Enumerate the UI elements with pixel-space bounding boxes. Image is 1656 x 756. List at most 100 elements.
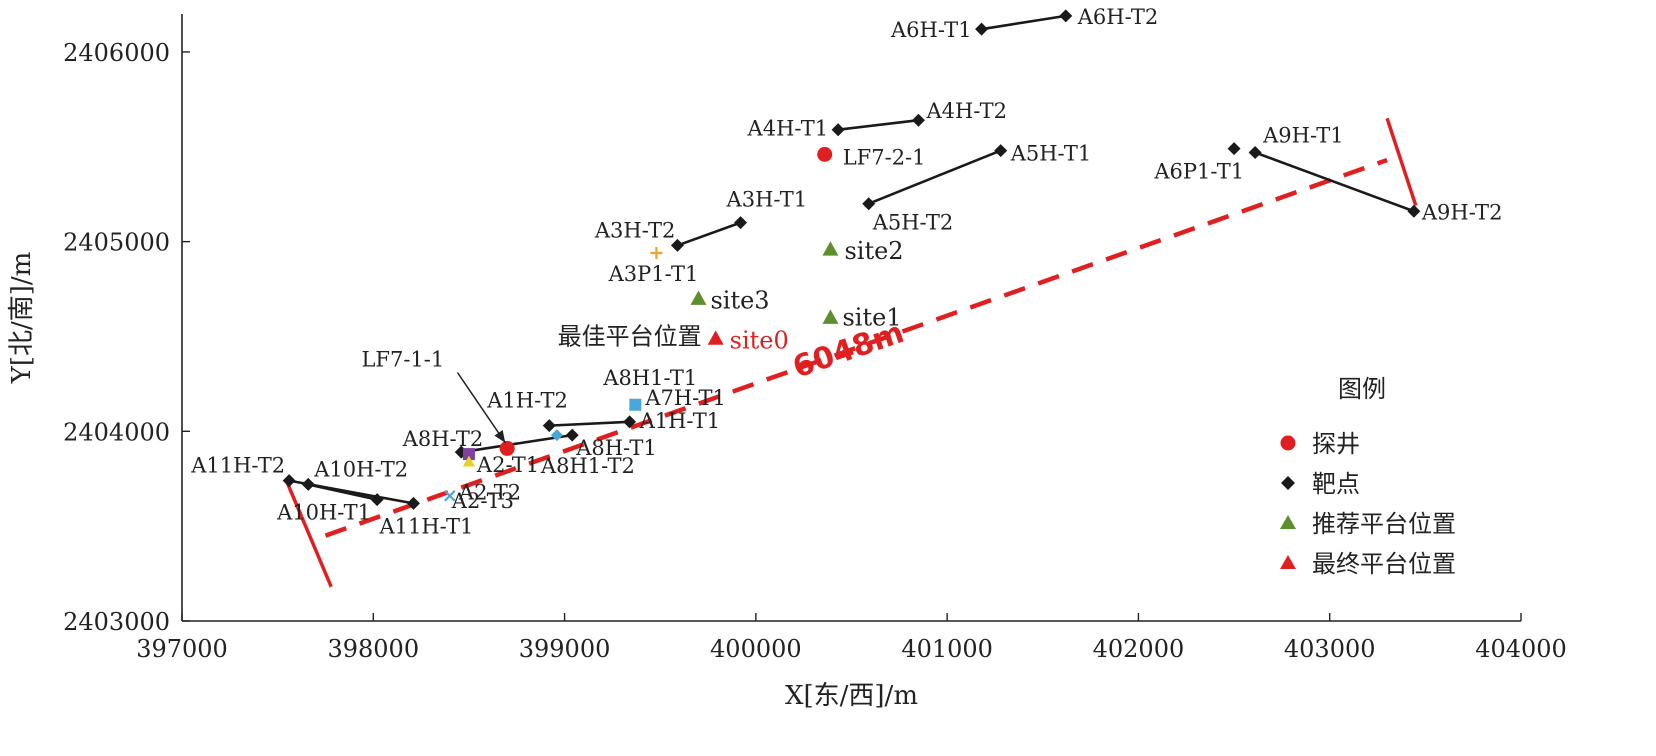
- legend-item-label: 靶点: [1312, 470, 1360, 498]
- target-marker: [542, 419, 556, 433]
- y-tick-label: 2405000: [63, 229, 170, 257]
- trajectory-line: [676, 221, 741, 247]
- annotation-arrow-line: [456, 372, 506, 444]
- target-label: A4H-T2: [925, 99, 1007, 123]
- legend-title: 图例: [1338, 375, 1386, 403]
- well-marker: [817, 146, 833, 162]
- point-label: A2-T1: [476, 453, 539, 477]
- diamond-marker: [550, 429, 563, 442]
- legend-item-label: 推荐平台位置: [1312, 510, 1456, 538]
- target-marker: [282, 474, 296, 488]
- target-marker: [862, 197, 876, 211]
- target-marker: [301, 477, 315, 491]
- target-label: A1H-T1: [639, 409, 721, 433]
- legend-well-marker: [1280, 435, 1296, 451]
- legend-triangle-marker: [1280, 515, 1296, 529]
- target-label: A11H-T1: [378, 514, 473, 538]
- y-tick-label: 2403000: [63, 608, 170, 636]
- target-label: A6P1-T1: [1153, 160, 1244, 184]
- recommended-site-marker: [690, 290, 707, 305]
- target-label: A11H-T2: [190, 454, 285, 478]
- triangle-marker: [462, 455, 475, 467]
- trajectory-line: [868, 149, 1002, 205]
- trajectory-line: [1254, 151, 1415, 213]
- data-marks: [282, 9, 1421, 510]
- target-label: A10H-T1: [276, 501, 371, 525]
- distance-end-tick: [285, 481, 333, 588]
- legend-item-label: 最终平台位置: [1312, 550, 1456, 578]
- y-axis-title: Y[北/南]/m: [7, 252, 37, 385]
- square-marker: [462, 448, 475, 461]
- target-label: A5H-T2: [872, 211, 954, 235]
- recommended-site-label: site1: [842, 304, 901, 332]
- point-label: A8H1-T2: [540, 454, 635, 478]
- point-label: A7H-T1: [644, 386, 726, 410]
- square-marker: [629, 398, 642, 411]
- point-label: A2-T2: [458, 481, 521, 505]
- x-tick-label: 401000: [901, 635, 993, 663]
- final-site-label: site0: [730, 326, 789, 354]
- distance-end-tick: [1385, 117, 1418, 207]
- target-marker: [994, 144, 1008, 158]
- target-marker: [911, 113, 925, 127]
- legend-target-marker: [1281, 476, 1295, 490]
- point-label: A8H1-T1: [602, 366, 697, 390]
- x-tick-label: 402000: [1093, 635, 1185, 663]
- final-site-annotation: 最佳平台位置: [558, 322, 702, 350]
- trajectory-line: [461, 433, 573, 454]
- trajectory-line: [549, 420, 630, 427]
- recommended-site-label: site2: [844, 237, 903, 265]
- trajectory-line: [307, 483, 378, 501]
- well-label: LF7-2-1: [843, 145, 926, 169]
- recommended-site-marker: [822, 309, 839, 324]
- target-marker: [975, 22, 989, 36]
- annotation-label: LF7-1-1: [361, 348, 444, 372]
- x-tick-label: 397000: [136, 635, 228, 663]
- well-marker: [499, 440, 515, 456]
- target-label: A10H-T2: [313, 457, 408, 481]
- x-tick-label: 403000: [1284, 635, 1376, 663]
- recommended-site-marker: [822, 241, 839, 256]
- legend-item-label: 探井: [1312, 430, 1360, 458]
- distance-line: [324, 157, 1388, 538]
- annotation-arrowhead: [494, 429, 506, 443]
- target-label: A3H-T2: [594, 218, 676, 242]
- target-marker: [1248, 145, 1262, 159]
- point-label: A2-T3: [451, 489, 514, 513]
- target-marker: [370, 493, 384, 507]
- target-marker: [1059, 9, 1073, 23]
- x-tick-label: 400000: [710, 635, 802, 663]
- y-tick-label: 2406000: [63, 39, 170, 67]
- final-site-marker: [707, 330, 724, 345]
- plus-marker: [650, 247, 663, 260]
- target-marker: [1407, 204, 1421, 218]
- target-label: A9H-T1: [1262, 123, 1344, 147]
- x-axis-title: X[东/西]/m: [785, 681, 918, 711]
- target-marker: [623, 415, 637, 429]
- target-label: A6H-T1: [890, 18, 972, 42]
- target-marker: [670, 238, 684, 252]
- x-tick-label: 399000: [519, 635, 611, 663]
- target-marker: [734, 216, 748, 230]
- target-marker: [565, 428, 579, 442]
- recommended-site-label: site3: [710, 287, 769, 315]
- x-marker: [444, 490, 456, 502]
- axes: 397000 398000 399000 400000 401000 402000 4030…: [7, 14, 1567, 711]
- target-marker: [406, 496, 420, 510]
- x-tick-label: 398000: [327, 635, 419, 663]
- trajectory-line: [981, 14, 1066, 31]
- target-marker: [1227, 142, 1241, 156]
- x-tick-label: 404000: [1475, 635, 1567, 663]
- target-label: A9H-T2: [1421, 200, 1503, 224]
- target-label: A8H-T1: [575, 436, 657, 460]
- target-marker: [831, 123, 845, 137]
- target-label: A6H-T2: [1077, 5, 1159, 29]
- target-label: A1H-T2: [486, 389, 568, 413]
- target-label: A4H-T1: [747, 117, 829, 141]
- target-label: A3H-T1: [726, 188, 808, 212]
- y-tick-label: 2404000: [63, 418, 170, 446]
- target-label: A8H-T2: [402, 427, 484, 451]
